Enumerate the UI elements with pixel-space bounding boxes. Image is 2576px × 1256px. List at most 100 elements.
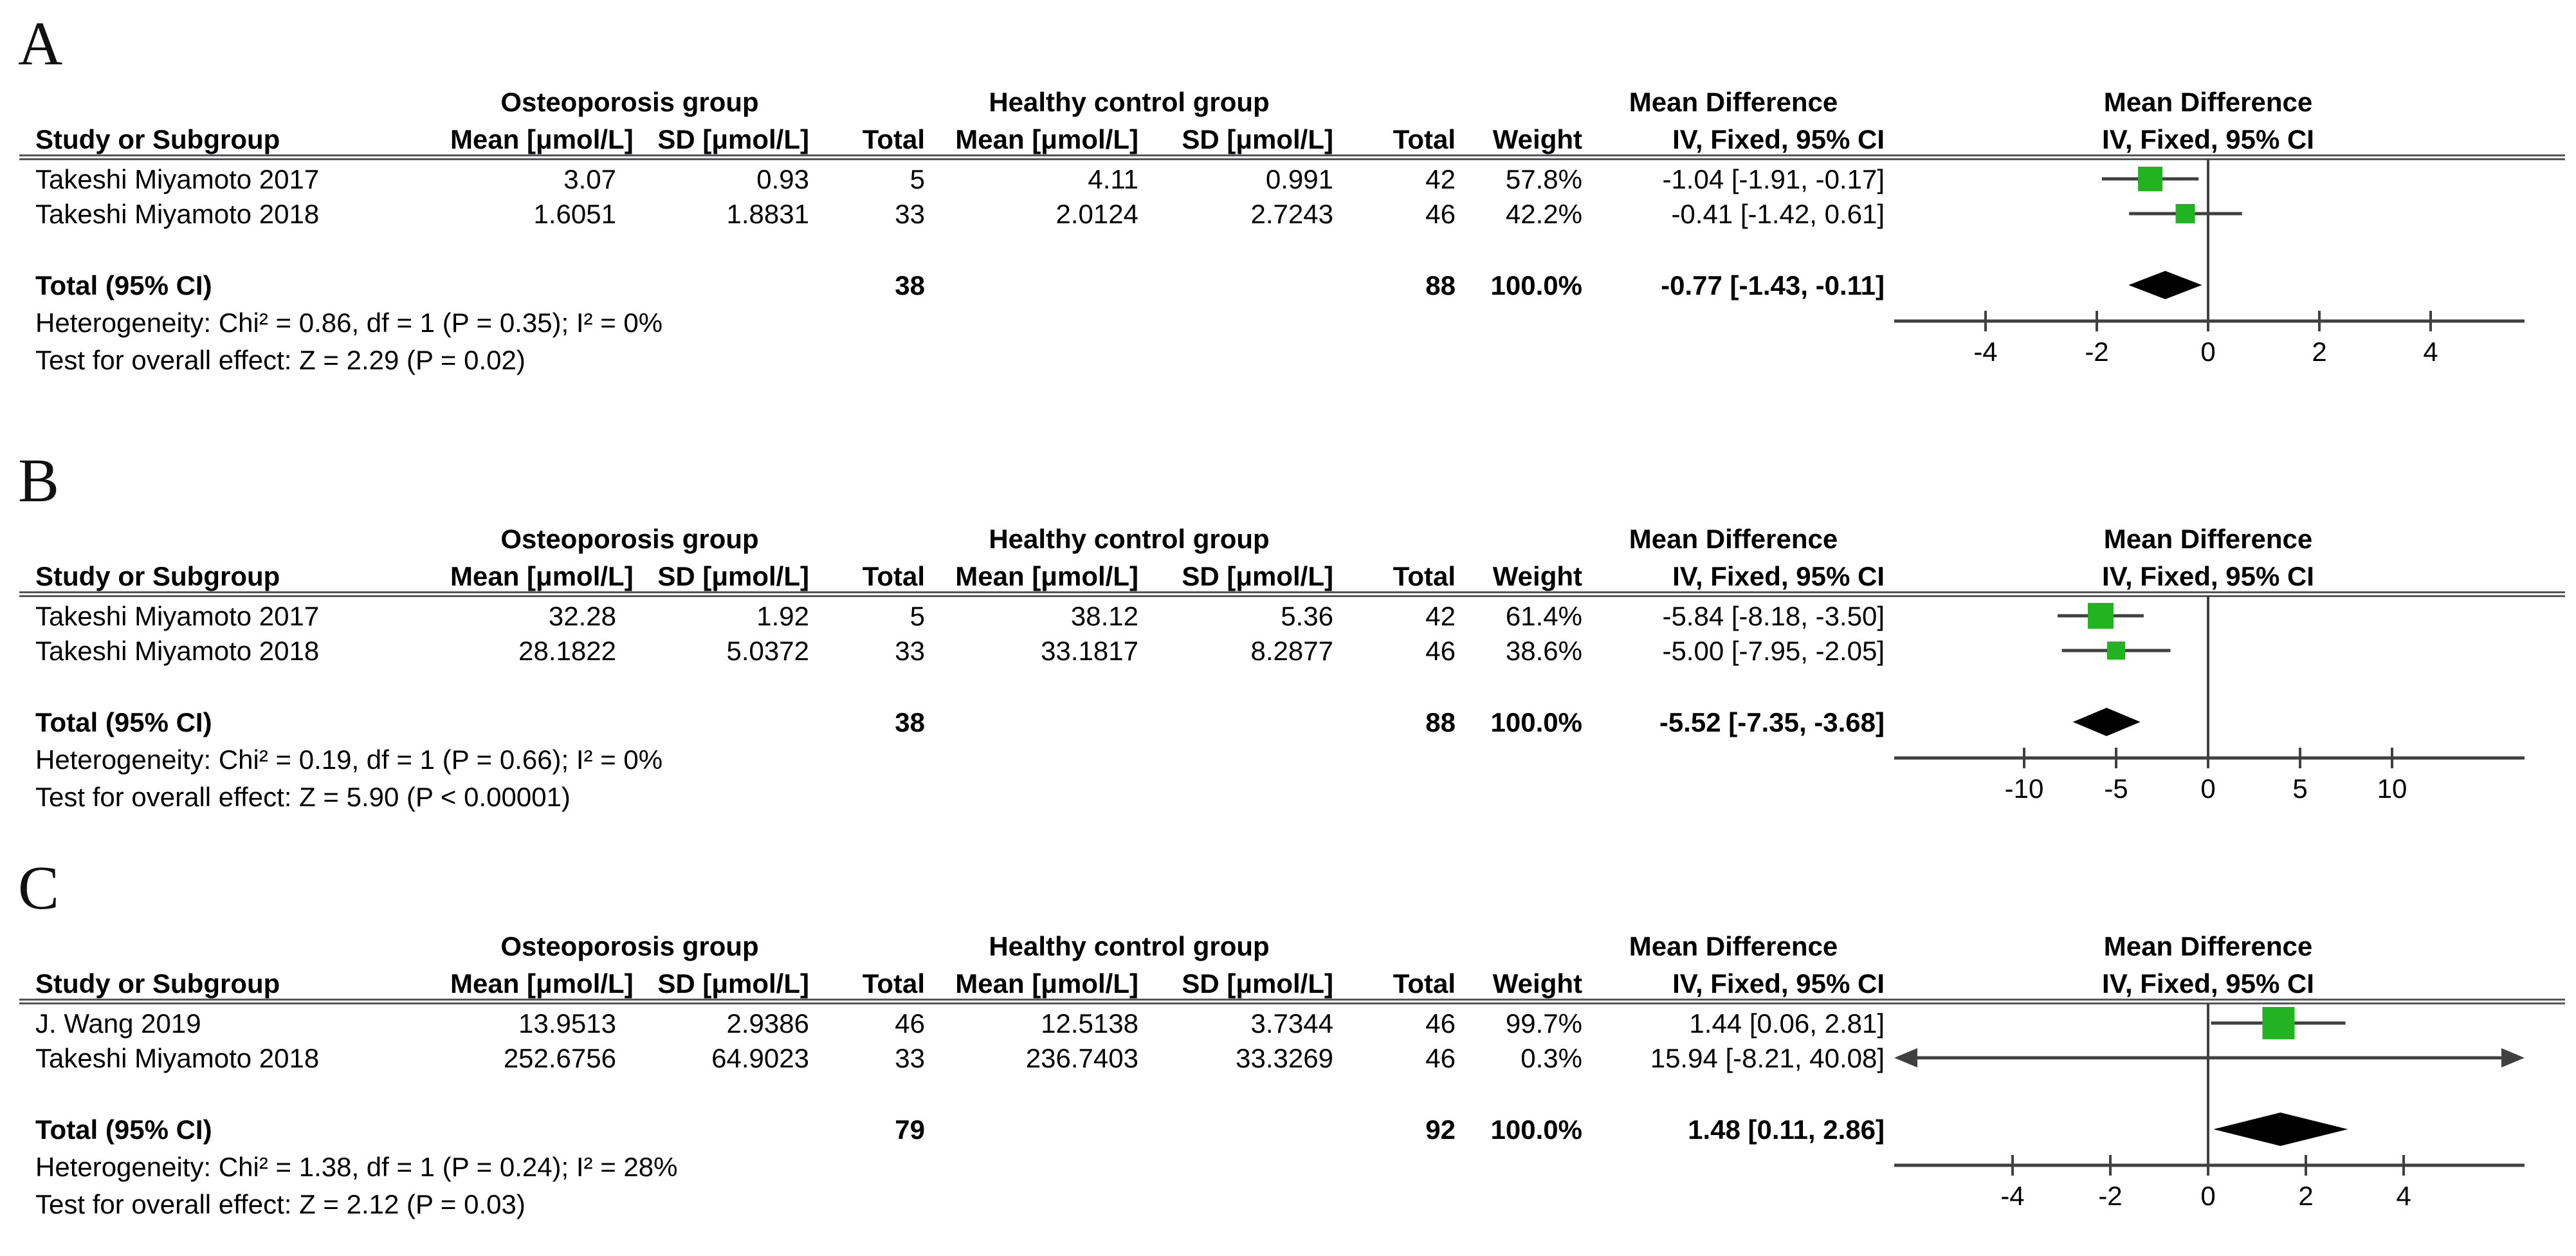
mean-difference-plot-header: Mean Difference (2103, 931, 2313, 961)
total-weight: 100.0% (1490, 707, 1582, 737)
cell-osteo-sd: 5.0372 (726, 636, 809, 666)
header-rule (19, 154, 2565, 160)
cell-md-ci: -5.84 [-8.18, -3.50] (1662, 601, 1885, 631)
total-label: Total (95% CI) (35, 270, 212, 300)
cell-healthy-sd: 33.3269 (1236, 1043, 1333, 1073)
cell-osteo-sd: 2.9386 (726, 1008, 809, 1039)
total-md-ci: -5.52 [-7.35, -3.68] (1659, 707, 1885, 737)
col-total-header: Total (862, 561, 925, 591)
total-label: Total (95% CI) (35, 707, 212, 737)
effect-square (2175, 204, 2195, 223)
cell-healthy-mean: 2.0124 (1055, 199, 1138, 229)
mean-difference-header: Mean Difference (1629, 931, 1838, 961)
cell-healthy-total: 42 (1425, 164, 1456, 194)
total-weight: 100.0% (1490, 1114, 1582, 1145)
col-total-header: Total (1393, 561, 1456, 591)
cell-study: Takeshi Miyamoto 2017 (35, 164, 320, 194)
cell-osteo-mean: 3.07 (563, 164, 616, 194)
total-osteo-n: 38 (895, 707, 925, 737)
col-sd-header: SD [μmol/L] (657, 124, 809, 154)
cell-md-ci: -5.00 [-7.95, -2.05] (1662, 636, 1885, 666)
cell-osteo-sd: 64.9023 (711, 1043, 809, 1073)
forest-panel-c: C Osteoporosis group Healthy control gro… (0, 853, 2576, 1256)
cell-healthy-mean: 4.11 (1088, 164, 1138, 194)
cell-osteo-total: 5 (909, 164, 925, 194)
cell-healthy-sd: 2.7243 (1250, 199, 1333, 229)
col-weight-header: Weight (1492, 561, 1582, 591)
mean-difference-plot-header: Mean Difference (2103, 87, 2313, 117)
cell-healthy-total: 46 (1425, 1008, 1456, 1039)
axis-tick-label: -4 (2000, 1181, 2024, 1211)
col-iv-fixed-header: IV, Fixed, 95% CI (1672, 124, 1885, 154)
total-healthy-n: 92 (1425, 1114, 1456, 1145)
axis-tick-label: 0 (2200, 773, 2215, 804)
cell-osteo-total: 33 (895, 1043, 925, 1073)
cell-weight: 0.3% (1521, 1043, 1582, 1073)
axis-tick-label: 4 (2423, 337, 2438, 367)
col-sd-header: SD [μmol/L] (1182, 124, 1333, 154)
cell-osteo-mean: 28.1822 (518, 636, 616, 666)
col-mean-header: Mean [μmol/L] (955, 561, 1138, 591)
total-row: Total (95% CI) 38 88 100.0% -5.52 [-7.35… (0, 708, 1885, 737)
column-header-row: Study or Subgroup Mean [μmol/L] SD [μmol… (0, 969, 1885, 999)
total-md-ci: -0.77 [-1.43, -0.11] (1661, 270, 1885, 300)
col-iv-fixed-plot-header: IV, Fixed, 95% CI (2102, 561, 2314, 591)
forest-panel-b: B Osteoporosis group Healthy control gro… (0, 446, 2576, 849)
axis-tick-label: 0 (2200, 1181, 2215, 1211)
axis-tick-label: -10 (2005, 773, 2044, 804)
col-mean-header: Mean [μmol/L] (450, 968, 634, 999)
col-mean-header: Mean [μmol/L] (955, 124, 1138, 154)
table-row: Takeshi Miyamoto 2018 252.6756 64.9023 3… (0, 1044, 1885, 1073)
forest-plot: -4 -2 0 2 4 (1894, 159, 2525, 367)
col-mean-header: Mean [μmol/L] (450, 124, 634, 154)
panel-letter: A (18, 9, 63, 78)
mean-difference-header: Mean Difference (1629, 524, 1838, 554)
group-header-osteoporosis: Osteoporosis group (500, 931, 759, 961)
cell-healthy-mean: 12.5138 (1041, 1008, 1138, 1039)
col-total-header: Total (862, 124, 925, 154)
col-total-header: Total (1393, 124, 1456, 154)
cell-osteo-sd: 1.8831 (726, 199, 809, 229)
total-diamond (2072, 708, 2141, 736)
axis-tick-label: 0 (2200, 337, 2215, 367)
table-row: Takeshi Miyamoto 2018 28.1822 5.0372 33 … (0, 636, 1885, 666)
col-study-header: Study or Subgroup (35, 124, 280, 154)
cell-healthy-mean: 38.12 (1070, 601, 1138, 631)
forest-panel-a: A Osteoporosis group Healthy control gro… (0, 9, 2576, 412)
total-weight: 100.0% (1490, 270, 1582, 300)
col-study-header: Study or Subgroup (35, 561, 280, 591)
cell-osteo-total: 33 (895, 636, 925, 666)
axis-tick-label: -5 (2104, 773, 2128, 804)
group-header-healthy-control: Healthy control group (989, 87, 1270, 117)
cell-weight: 99.7% (1505, 1008, 1582, 1039)
axis-tick-label: -4 (1973, 337, 1997, 367)
cell-osteo-sd: 1.92 (756, 601, 809, 631)
overall-effect-text: Test for overall effect: Z = 2.29 (P = 0… (35, 345, 525, 375)
group-header-healthy-control: Healthy control group (989, 931, 1270, 961)
cell-osteo-mean: 13.9513 (518, 1008, 616, 1039)
cell-weight: 42.2% (1505, 199, 1582, 229)
mean-difference-plot-header: Mean Difference (2103, 524, 2313, 554)
axis-tick-label: -2 (2098, 1181, 2122, 1211)
cell-healthy-total: 46 (1425, 199, 1456, 229)
cell-healthy-sd: 3.7344 (1250, 1008, 1333, 1039)
cell-study: J. Wang 2019 (35, 1008, 201, 1039)
mean-difference-header: Mean Difference (1629, 87, 1838, 117)
cell-weight: 38.6% (1505, 636, 1582, 666)
effect-square (2087, 603, 2114, 629)
cell-study: Takeshi Miyamoto 2018 (35, 199, 320, 229)
effect-square (2107, 642, 2125, 660)
cell-study: Takeshi Miyamoto 2018 (35, 636, 320, 666)
col-sd-header: SD [μmol/L] (1182, 561, 1333, 591)
overall-effect-text: Test for overall effect: Z = 2.12 (P = 0… (35, 1189, 525, 1219)
total-diamond (2213, 1113, 2348, 1146)
cell-osteo-sd: 0.93 (756, 164, 809, 194)
col-weight-header: Weight (1492, 968, 1582, 999)
cell-healthy-sd: 8.2877 (1250, 636, 1333, 666)
table-row: J. Wang 2019 13.9513 2.9386 46 12.5138 3… (0, 1009, 1885, 1039)
col-sd-header: SD [μmol/L] (657, 561, 809, 591)
cell-healthy-sd: 0.991 (1265, 164, 1333, 194)
cell-healthy-sd: 5.36 (1281, 601, 1333, 631)
header-rule (19, 999, 2565, 1004)
axis-tick-label: 4 (2396, 1181, 2411, 1211)
